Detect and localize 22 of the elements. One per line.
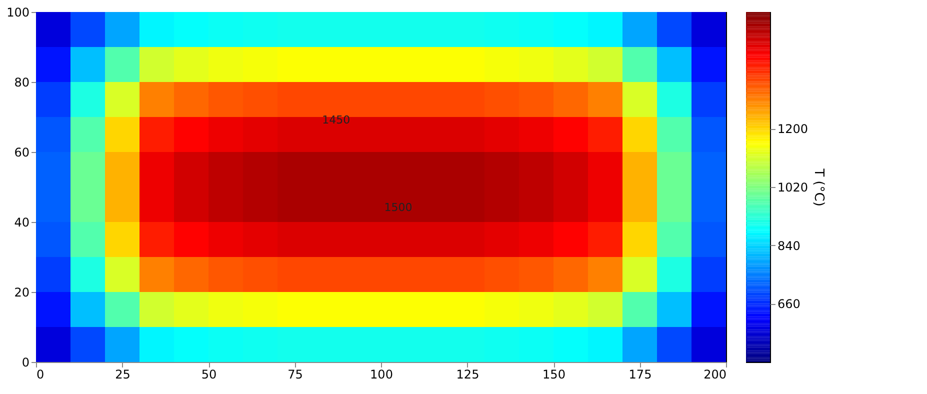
x-tick-label: 75 [288,368,303,382]
y-tick-label: 20 [14,286,30,300]
y-tick-label: 0 [22,356,30,370]
x-tick-label: 100 [370,368,393,382]
x-tick-label: 50 [201,368,217,382]
y-tick-label: 40 [14,216,30,230]
annotation: 1500 [384,201,412,214]
x-tick-label: 200 [704,368,726,382]
color-bar-label: 1020 [778,180,808,194]
x-tick-label: 0 [36,368,44,382]
x-tick-label: 175 [628,368,652,382]
y-tick-label: 60 [14,146,30,160]
color-bar-label: 1200 [778,122,808,136]
y-tick-label: 100 [6,6,30,20]
color-bar-label: 660 [778,297,800,312]
x-tick-label: 125 [456,368,480,382]
y-tick-label: 80 [14,76,30,90]
x-tick-label: 150 [542,368,566,382]
color-bar-label: 840 [778,238,800,253]
color-bar-title: T (°C) [811,168,826,206]
x-tick-label: 25 [115,368,130,382]
annotation: 1450 [322,114,350,126]
